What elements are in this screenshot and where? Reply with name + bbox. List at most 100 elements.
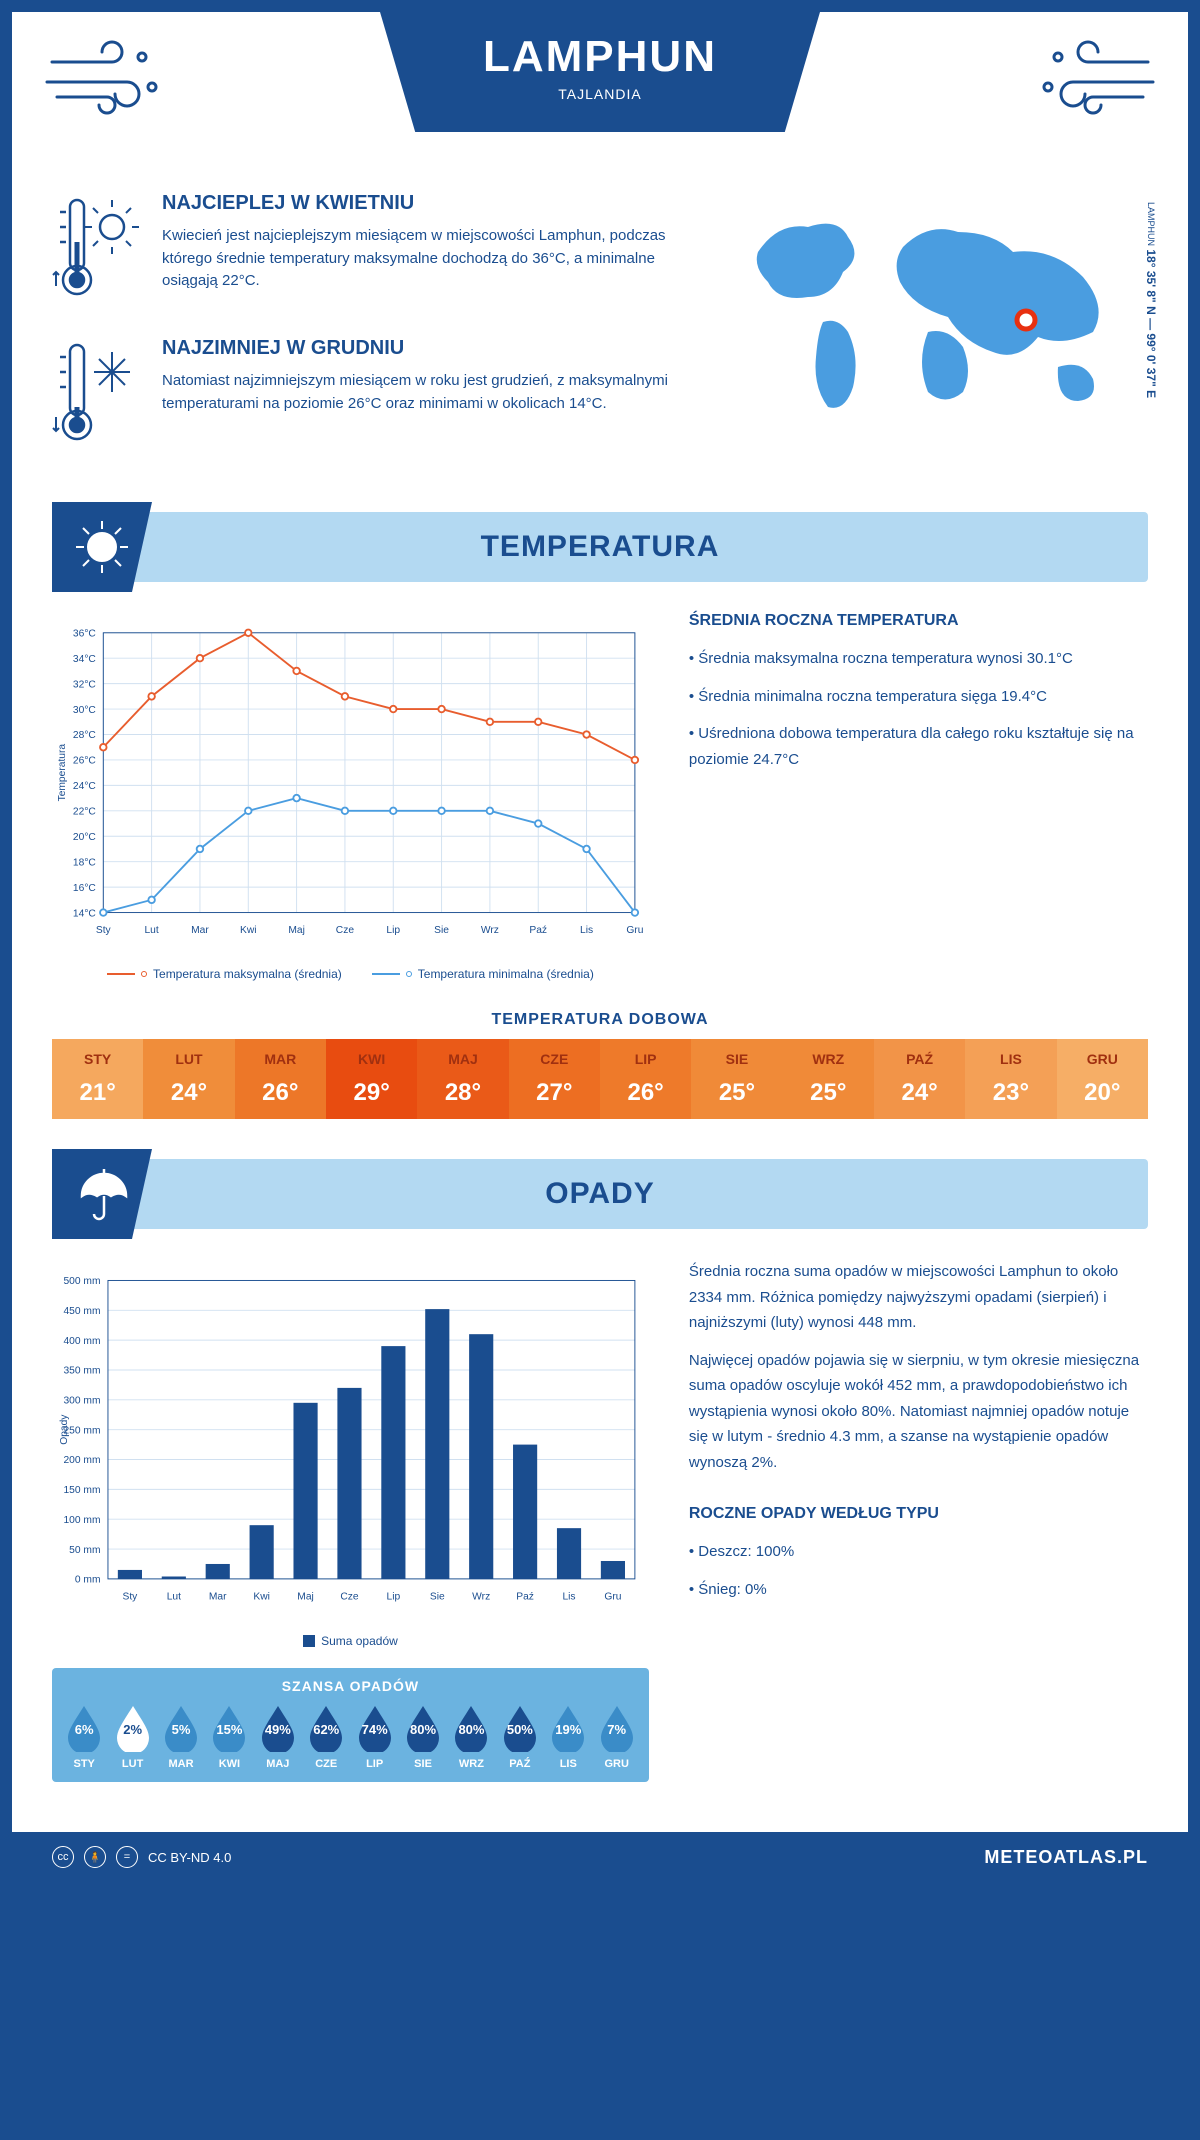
svg-text:500 mm: 500 mm	[63, 1276, 100, 1287]
svg-text:Kwi: Kwi	[253, 1591, 270, 1602]
svg-text:Maj: Maj	[288, 925, 305, 936]
infographic-page: LAMPHUN TAJLANDIA	[0, 0, 1200, 1894]
hottest-block: NAJCIEPLEJ W KWIETNIU Kwiecień jest najc…	[52, 192, 688, 307]
temperature-line-chart: 14°C16°C18°C20°C22°C24°C26°C28°C30°C32°C…	[52, 612, 649, 981]
temp-cell: MAR26°	[235, 1039, 326, 1119]
umbrella-icon	[52, 1149, 152, 1239]
rain-drop: 49%MAJ	[254, 1704, 302, 1770]
svg-text:Wrz: Wrz	[481, 925, 499, 936]
temp-cell: MAJ28°	[417, 1039, 508, 1119]
svg-text:Mar: Mar	[209, 1591, 227, 1602]
svg-text:0 mm: 0 mm	[75, 1575, 101, 1586]
thermometer-snow-icon	[52, 337, 142, 452]
svg-text:Cze: Cze	[340, 1591, 359, 1602]
temp-cell: PAŹ24°	[874, 1039, 965, 1119]
svg-text:Sty: Sty	[123, 1591, 139, 1602]
precip-bar-chart: 0 mm50 mm100 mm150 mm200 mm250 mm300 mm3…	[52, 1259, 649, 1648]
svg-text:300 mm: 300 mm	[63, 1396, 100, 1407]
temperature-legend: Temperatura maksymalna (średnia) Tempera…	[52, 967, 649, 981]
temp-cell: SIE25°	[691, 1039, 782, 1119]
svg-text:Lip: Lip	[387, 1591, 401, 1602]
daily-temp-table: STY21°LUT24°MAR26°KWI29°MAJ28°CZE27°LIP2…	[52, 1039, 1148, 1119]
svg-text:50 mm: 50 mm	[69, 1545, 100, 1556]
daily-temp-title: TEMPERATURA DOBOWA	[52, 1011, 1148, 1029]
site-name: METEOATLAS.PL	[984, 1847, 1148, 1868]
svg-text:Wrz: Wrz	[472, 1591, 490, 1602]
temp-cell: LIS23°	[965, 1039, 1056, 1119]
header-banner: LAMPHUN TAJLANDIA	[380, 12, 820, 132]
world-map-icon	[728, 192, 1148, 432]
coordinates: LAMPHUN 18° 35' 8" N — 99° 0' 37" E	[1144, 202, 1158, 398]
svg-text:200 mm: 200 mm	[63, 1455, 100, 1466]
intro-section: NAJCIEPLEJ W KWIETNIU Kwiecień jest najc…	[52, 192, 1148, 482]
svg-text:28°C: 28°C	[73, 730, 97, 741]
cc-icon: cc	[52, 1846, 74, 1868]
svg-text:14°C: 14°C	[73, 908, 97, 919]
svg-text:Sie: Sie	[430, 1591, 445, 1602]
svg-text:Temperatura: Temperatura	[57, 744, 68, 802]
svg-text:32°C: 32°C	[73, 679, 97, 690]
svg-text:16°C: 16°C	[73, 883, 97, 894]
rain-drop: 74%LIP	[350, 1704, 398, 1770]
nd-icon: =	[116, 1846, 138, 1868]
temp-cell: LIP26°	[600, 1039, 691, 1119]
rain-drop: 15%KWI	[205, 1704, 253, 1770]
world-map-box: LAMPHUN 18° 35' 8" N — 99° 0' 37" E	[728, 192, 1148, 482]
country-subtitle: TAJLANDIA	[420, 86, 780, 102]
svg-text:18°C: 18°C	[73, 857, 97, 868]
coldest-body: Natomiast najzimniejszym miesiącem w rok…	[162, 370, 688, 415]
svg-text:Opady: Opady	[59, 1414, 70, 1445]
header: LAMPHUN TAJLANDIA	[12, 12, 1188, 172]
rain-drop: 80%WRZ	[447, 1704, 495, 1770]
by-icon: 🧍	[84, 1846, 106, 1868]
svg-text:350 mm: 350 mm	[63, 1366, 100, 1377]
temperature-banner: TEMPERATURA	[52, 512, 1148, 582]
svg-text:36°C: 36°C	[73, 629, 97, 640]
rain-drop: 5%MAR	[157, 1704, 205, 1770]
hottest-title: NAJCIEPLEJ W KWIETNIU	[162, 192, 688, 215]
svg-text:Lis: Lis	[562, 1591, 575, 1602]
temperature-heading: TEMPERATURA	[481, 530, 720, 564]
svg-text:22°C: 22°C	[73, 807, 97, 818]
rain-drop: 2%LUT	[108, 1704, 156, 1770]
svg-text:400 mm: 400 mm	[63, 1336, 100, 1347]
svg-text:Gru: Gru	[604, 1591, 621, 1602]
thermometer-sun-icon	[52, 192, 142, 307]
svg-text:Maj: Maj	[297, 1591, 314, 1602]
precip-heading: OPADY	[545, 1177, 654, 1211]
temp-cell: GRU20°	[1057, 1039, 1148, 1119]
hottest-body: Kwiecień jest najcieplejszym miesiącem w…	[162, 225, 688, 293]
rain-drop: 80%SIE	[399, 1704, 447, 1770]
svg-text:Mar: Mar	[191, 925, 209, 936]
svg-text:Sty: Sty	[96, 925, 112, 936]
svg-text:Kwi: Kwi	[240, 925, 257, 936]
temp-cell: CZE27°	[509, 1039, 600, 1119]
svg-text:Cze: Cze	[336, 925, 355, 936]
svg-text:26°C: 26°C	[73, 756, 97, 767]
svg-text:Gru: Gru	[626, 925, 643, 936]
footer: cc 🧍 = CC BY-ND 4.0 METEOATLAS.PL	[12, 1832, 1188, 1882]
coldest-title: NAJZIMNIEJ W GRUDNIU	[162, 337, 688, 360]
svg-text:450 mm: 450 mm	[63, 1306, 100, 1317]
temp-cell: WRZ25°	[783, 1039, 874, 1119]
svg-text:24°C: 24°C	[73, 781, 97, 792]
svg-text:Paź: Paź	[516, 1591, 534, 1602]
rain-drop: 19%LIS	[544, 1704, 592, 1770]
rain-drop: 50%PAŹ	[496, 1704, 544, 1770]
coldest-block: NAJZIMNIEJ W GRUDNIU Natomiast najzimnie…	[52, 337, 688, 452]
rain-drop: 6%STY	[60, 1704, 108, 1770]
rain-chance-panel: SZANSA OPADÓW 6%STY2%LUT5%MAR15%KWI49%MA…	[52, 1668, 649, 1782]
precip-summary: Średnia roczna suma opadów w miejscowośc…	[689, 1259, 1148, 1782]
svg-text:150 mm: 150 mm	[63, 1485, 100, 1496]
svg-text:Lis: Lis	[580, 925, 593, 936]
temp-cell: LUT24°	[143, 1039, 234, 1119]
sun-icon	[52, 502, 152, 592]
wind-icon	[1018, 37, 1158, 117]
temp-cell: STY21°	[52, 1039, 143, 1119]
temperature-summary: ŚREDNIA ROCZNA TEMPERATURA • Średnia mak…	[689, 612, 1148, 981]
license: cc 🧍 = CC BY-ND 4.0	[52, 1846, 231, 1868]
precip-banner: OPADY	[52, 1159, 1148, 1229]
svg-text:20°C: 20°C	[73, 832, 97, 843]
svg-text:Lut: Lut	[167, 1591, 181, 1602]
city-title: LAMPHUN	[420, 32, 780, 82]
